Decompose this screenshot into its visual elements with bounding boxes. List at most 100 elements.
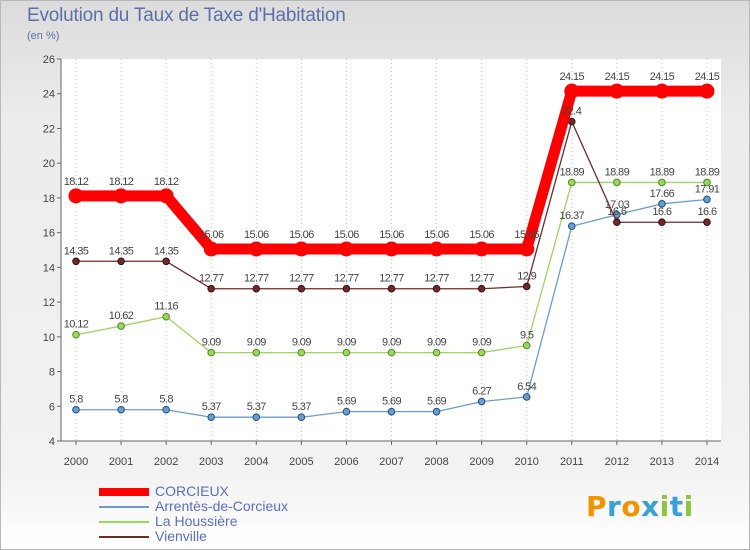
data-label: 15.06	[424, 229, 449, 241]
data-label: 18.12	[109, 176, 134, 188]
data-label: 9.5	[520, 330, 534, 342]
x-tick-label: 2002	[154, 456, 178, 468]
data-label: 16.37	[560, 210, 585, 222]
data-point	[613, 218, 621, 227]
legend-swatch-arrentes	[99, 506, 149, 509]
y-tick-label: 20	[43, 158, 55, 170]
data-label: 15.06	[514, 229, 539, 241]
data-point	[387, 407, 396, 416]
x-tick-label: 2001	[109, 456, 133, 468]
legend-swatch-la-houssiere	[99, 521, 149, 524]
legend-item-arrentes: Arrentès-de-Corcieux	[99, 499, 288, 514]
data-point	[703, 218, 711, 227]
data-point	[432, 407, 441, 416]
data-label: 6.27	[472, 386, 491, 398]
data-label: 10.62	[109, 310, 134, 322]
legend-swatch-corcieux	[99, 488, 149, 497]
data-point	[477, 284, 486, 293]
data-label: 17.03	[605, 199, 630, 211]
data-label: 24.15	[695, 71, 720, 83]
data-point	[162, 405, 170, 414]
data-label: 9.09	[202, 337, 221, 349]
x-tick-label: 2006	[334, 456, 358, 468]
y-tick-label: 26	[43, 54, 55, 66]
data-point	[477, 348, 486, 357]
data-point	[252, 413, 261, 422]
y-tick-label: 18	[43, 193, 55, 205]
data-point	[383, 241, 399, 257]
data-point	[252, 348, 261, 357]
data-point	[72, 330, 80, 339]
legend-label-vienville: Vienville	[155, 528, 207, 544]
data-label: 16.6	[607, 206, 626, 218]
data-label: 12.77	[199, 273, 224, 285]
data-point	[387, 348, 396, 357]
x-tick-label: 2013	[650, 456, 674, 468]
data-point	[117, 257, 125, 266]
data-label: 22.4	[562, 106, 581, 118]
data-point	[522, 341, 531, 350]
y-tick-label: 14	[43, 262, 55, 274]
x-tick-label: 2003	[199, 456, 223, 468]
data-label: 5.8	[69, 394, 83, 406]
data-point	[297, 284, 306, 293]
data-label: 24.15	[560, 71, 585, 83]
data-label: 5.69	[382, 396, 401, 408]
data-point	[117, 405, 125, 414]
data-label: 9.09	[472, 337, 491, 349]
x-tick-label: 2005	[289, 456, 313, 468]
data-label: 17.66	[650, 188, 675, 200]
data-label: 15.06	[289, 229, 314, 241]
data-point	[522, 282, 531, 291]
data-point	[342, 284, 351, 293]
data-point	[567, 222, 576, 231]
chart-legend: CORCIEUX Arrentès-de-Corcieux La Houssiè…	[99, 484, 288, 544]
data-point	[429, 241, 445, 257]
legend-label-corcieux: CORCIEUX	[155, 483, 229, 499]
data-label: 15.06	[334, 229, 359, 241]
legend-label-arrentes: Arrentès-de-Corcieux	[155, 498, 289, 514]
x-tick-label: 2012	[605, 456, 629, 468]
legend-item-vienville: Vienville	[99, 529, 288, 544]
data-label: 15.06	[379, 229, 404, 241]
data-label: 12.9	[517, 270, 536, 282]
data-label: 14.35	[109, 245, 134, 257]
data-label: 12.77	[244, 273, 269, 285]
data-label: 18.12	[64, 176, 89, 188]
x-tick-label: 2010	[514, 456, 538, 468]
data-point	[519, 241, 535, 257]
data-label: 9.09	[292, 337, 311, 349]
data-point	[207, 284, 216, 293]
data-point	[72, 405, 80, 414]
chart-title: Evolution du Taux de Taxe d'Habitation	[27, 5, 346, 26]
data-point	[658, 218, 666, 227]
data-point	[207, 348, 216, 357]
y-tick-label: 6	[49, 401, 55, 413]
data-label: 15.06	[244, 229, 269, 241]
data-point	[297, 413, 306, 422]
data-point	[477, 397, 486, 406]
x-tick-label: 2014	[695, 456, 719, 468]
data-label: 24.15	[650, 71, 675, 83]
data-label: 17.91	[695, 183, 720, 195]
data-label: 18.89	[695, 166, 720, 178]
data-label: 11.16	[154, 301, 178, 313]
data-point	[342, 407, 351, 416]
logo-letter: i	[683, 490, 694, 523]
data-label: 5.37	[247, 401, 266, 413]
data-point	[474, 241, 490, 257]
data-point	[564, 83, 580, 99]
logo-letter: r	[607, 490, 622, 523]
data-point	[387, 284, 396, 293]
legend-item-la-houssiere: La Houssière	[99, 514, 288, 529]
data-label: 15.06	[469, 229, 494, 241]
data-point	[703, 195, 711, 204]
data-point	[699, 83, 715, 99]
y-tick-label: 16	[43, 228, 55, 240]
legend-item-corcieux: CORCIEUX	[99, 484, 288, 499]
y-tick-label: 4	[49, 436, 55, 448]
data-point	[609, 83, 625, 99]
data-label: 18.89	[650, 166, 675, 178]
data-point	[162, 312, 170, 321]
